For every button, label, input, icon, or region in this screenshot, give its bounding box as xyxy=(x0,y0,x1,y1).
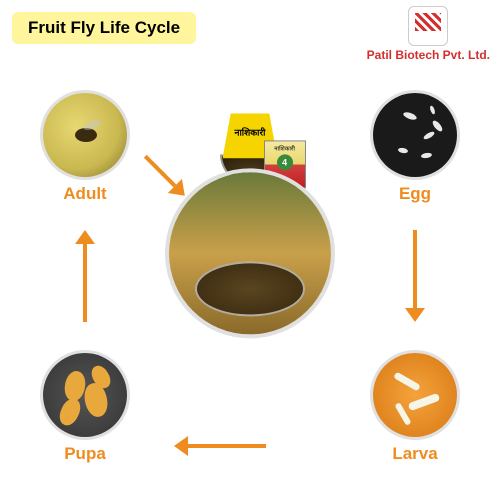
arrow-egg-to-larva xyxy=(400,230,430,322)
center-circle xyxy=(165,168,335,338)
larva-label: Larva xyxy=(370,444,460,464)
stage-pupa: Pupa xyxy=(40,350,130,464)
packet-number-icon: 4 xyxy=(277,154,293,170)
trap-cup-label: नाशिकारी xyxy=(234,127,265,137)
larva-illustration xyxy=(373,353,457,437)
company-logo-area: Patil Biotech Pvt. Ltd. xyxy=(367,6,490,62)
egg-icon xyxy=(398,147,409,154)
adult-label: Adult xyxy=(40,184,130,204)
egg-icon xyxy=(423,130,436,140)
company-name: Patil Biotech Pvt. Ltd. xyxy=(367,48,490,62)
egg-label: Egg xyxy=(370,184,460,204)
arrow-pupa-to-adult xyxy=(70,230,100,322)
stage-larva: Larva xyxy=(370,350,460,464)
logo-graphic xyxy=(413,11,443,41)
pupa-icon xyxy=(56,396,84,429)
egg-icon xyxy=(421,152,433,159)
adult-illustration xyxy=(43,93,127,177)
stage-adult: Adult xyxy=(40,90,130,204)
center-hand-illustration xyxy=(169,172,331,334)
packet-label: नाशिकारी xyxy=(274,146,295,152)
larva-icon xyxy=(408,393,441,411)
company-logo xyxy=(408,6,448,46)
pupa-label: Pupa xyxy=(40,444,130,464)
center-dish xyxy=(195,261,305,316)
larva-icon xyxy=(393,371,421,391)
center-product: नाशिकारी नाशिकारी 4 xyxy=(165,168,335,338)
egg-icon xyxy=(429,105,436,115)
egg-circle xyxy=(370,90,460,180)
adult-circle xyxy=(40,90,130,180)
title-banner: Fruit Fly Life Cycle xyxy=(12,12,196,44)
title-text: Fruit Fly Life Cycle xyxy=(28,18,180,37)
egg-icon xyxy=(402,111,417,121)
arrow-larva-to-pupa xyxy=(174,431,266,461)
logo-stripes-icon xyxy=(415,13,441,31)
larva-circle xyxy=(370,350,460,440)
pupa-illustration xyxy=(43,353,127,437)
stage-egg: Egg xyxy=(370,90,460,204)
pupa-circle xyxy=(40,350,130,440)
egg-illustration xyxy=(373,93,457,177)
